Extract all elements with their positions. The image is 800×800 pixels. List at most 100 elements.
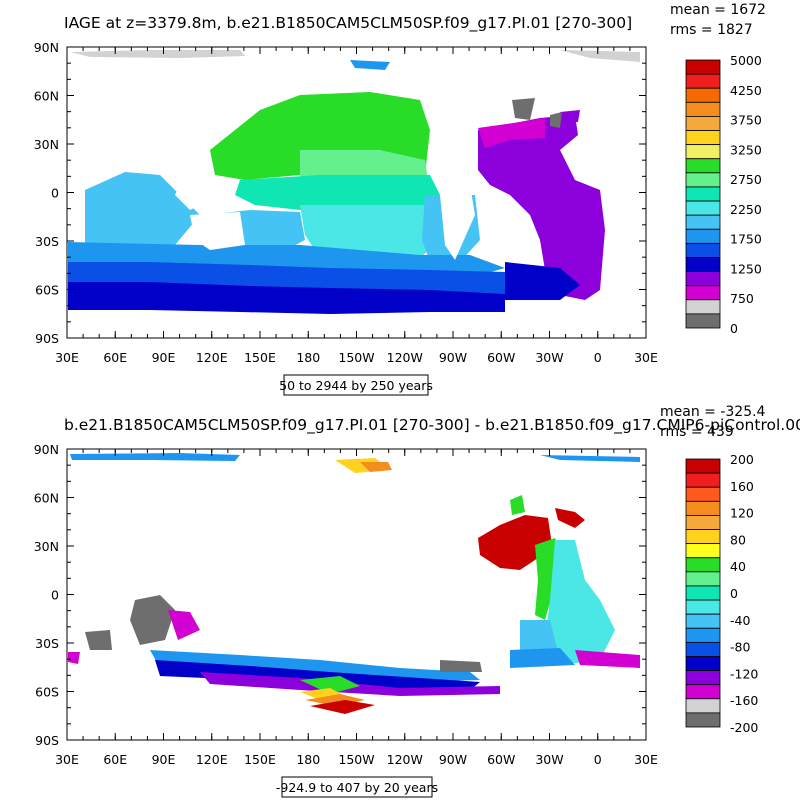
colorbar-swatch [685,627,721,643]
colorbar-swatch [685,515,721,530]
colorbar-swatch [685,585,721,601]
colorbar-swatch [685,144,721,160]
lon-label: 30W [535,350,563,365]
lon-label: 60E [103,752,127,767]
panel-1-map [68,50,640,314]
p2-eq-cyan [545,540,615,665]
colorbar-label: 1750 [730,232,762,247]
colorbar-label: 0 [730,586,738,601]
colorbar-swatch [685,200,721,216]
panel-2-colorbar-labels: 200 160 120 80 40 0 -40 -80 -120 -160 -200 [730,452,758,735]
p2-wpac-gray [85,630,112,650]
panel-1-colorbar [685,59,721,329]
p1-arctic-gray [512,98,535,120]
colorbar-label: 5000 [730,53,762,68]
panel-1-colorbar-labels: 5000 4250 3750 3250 2750 2250 1750 1250 750 0 [730,53,762,336]
panel-2-range-label: -924.9 to 407 by 20 years [276,780,438,795]
colorbar-label: 40 [730,559,746,574]
colorbar-label: 3250 [730,142,762,157]
lat-label: 60N [34,491,59,506]
p1-indian-lightblue [85,172,200,252]
p1-npac-lightgreen [300,150,428,182]
p1-arctic-blue [350,60,390,70]
colorbar-label: 2750 [730,172,762,187]
colorbar-swatch [685,299,721,315]
lon-label: 180 [296,752,320,767]
panel-2-ticks [66,448,647,741]
lon-label: 60W [487,752,515,767]
panel-1-lat-labels: 90N 60N 30N 0 30S 60S 90S [34,40,59,346]
p1-arctic-strip [70,50,245,58]
colorbar-swatch [685,472,721,488]
lon-label: 120E [196,752,228,767]
p2-arctic-strip [70,453,240,461]
lon-label: 120W [387,752,423,767]
panel-2-lat-labels: 90N 60N 30N 0 30S 60S 90S [34,442,59,748]
colorbar-swatch [685,458,721,474]
colorbar-swatch [685,500,721,516]
p2-natl-green [510,495,525,515]
lon-label: 150W [338,350,374,365]
lon-label: 90W [439,350,467,365]
panel-1-lon-labels: 30E 60E 90E 120E 150E 180 150W 120W 90W 60W 30W 0 30… [55,350,658,365]
p1-so-navy-2 [505,262,580,300]
lat-label: 30N [34,137,59,152]
lat-label: 0 [51,588,59,603]
colorbar-swatch [685,285,721,301]
colorbar-label: 120 [730,506,754,521]
colorbar-swatch [685,529,721,545]
panel-1-range-box [283,374,429,396]
colorbar-label: 0 [730,321,738,336]
lon-label: 150E [244,752,276,767]
colorbar-label: 750 [730,291,754,306]
lon-label: 60W [487,350,515,365]
p1-atlantic-purple [478,115,605,300]
p1-atlantic-magenta [478,118,545,148]
panel-2-map [68,453,640,714]
colorbar-swatch [685,214,721,230]
colorbar-swatch [685,186,721,202]
lon-label: 30E [55,752,79,767]
colorbar-swatch [685,228,721,244]
colorbar-swatch [685,73,721,89]
colorbar-swatch [685,242,721,258]
p2-arctic-strip-2 [540,455,640,462]
lat-label: 90S [35,733,59,748]
p2-satl-magenta [575,650,640,668]
colorbar-swatch [685,557,721,573]
colorbar-swatch [685,712,721,728]
p1-arctic-gray-2 [550,112,562,128]
colorbar-swatch [685,656,721,671]
colorbar-swatch [685,101,721,117]
p1-land-samerica [440,185,475,260]
p2-natl-red2 [555,508,585,528]
p2-satl-blue [510,648,575,668]
panel-1-title: IAGE at z=3379.8m, b.e21.B1850CAM5CLM50S… [64,14,632,33]
lon-label: 180 [296,350,320,365]
lat-label: 0 [51,186,59,201]
colorbar-label: -80 [730,640,750,655]
p1-so-darkblue [68,262,505,295]
colorbar-label: 200 [730,452,754,467]
panel-2-lon-labels: 30E 60E 90E 120E 150E 180 150W 120W 90W 60W 30W 0 30… [55,752,658,767]
colorbar-label: 2250 [730,202,762,217]
lat-label: 60S [35,283,59,298]
colorbar-swatch [685,599,721,615]
colorbar-swatch [685,670,721,686]
p1-land-africa [175,140,215,210]
p2-so-green [300,676,360,694]
lon-label: 90E [152,752,176,767]
lat-label: 30S [35,636,59,651]
lat-label: 60N [34,89,59,104]
panel-1: IAGE at z=3379.8m, b.e21.B1850CAM5CLM50S… [34,2,766,396]
p1-med-purple [560,110,580,122]
colorbar-swatch [685,641,721,657]
p1-so-navy [68,282,505,314]
lon-label: 0 [594,752,602,767]
lon-label: 30E [634,350,658,365]
p2-natl-darkred [478,515,552,570]
colorbar-swatch [685,59,721,75]
panel-2-mean: mean = -325.4 [660,404,766,420]
p2-so-blue [150,650,480,682]
colorbar-swatch [685,486,721,502]
